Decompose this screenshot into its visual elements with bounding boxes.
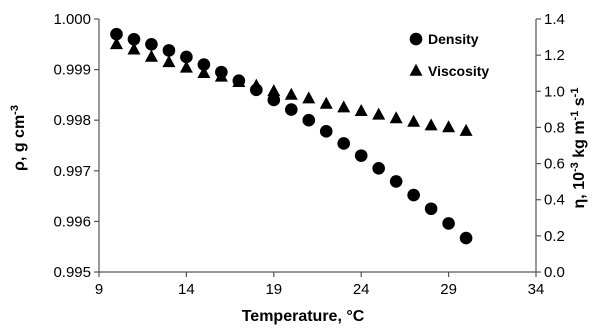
x-tick-labels: 9 14 19 24 29 34 <box>95 281 545 298</box>
right-y-tick-label: 1.2 <box>544 47 565 64</box>
viscosity-point <box>249 78 263 91</box>
viscosity-point <box>232 75 246 88</box>
density-point <box>337 137 351 150</box>
density-point <box>110 27 123 41</box>
density-point <box>389 175 403 188</box>
viscosity-point <box>162 55 176 68</box>
viscosity-point <box>389 111 403 124</box>
density-point <box>407 188 420 202</box>
density-point <box>372 161 385 175</box>
density-point <box>127 32 141 46</box>
density-point <box>267 93 281 107</box>
viscosity-point <box>459 123 473 136</box>
viscosity-point <box>407 114 421 127</box>
x-tick-label: 9 <box>95 281 103 298</box>
left-tick-labels: 0.995 0.996 0.997 0.998 0.999 1.000 <box>53 11 91 281</box>
left-y-tick-label: 0.995 <box>53 264 91 281</box>
viscosity-point <box>109 37 123 50</box>
left-y-tick-label: 0.997 <box>53 163 91 180</box>
density-point <box>442 217 455 230</box>
left-y-axis-title: ρ, g cm-3 <box>9 105 28 171</box>
viscosity-point <box>372 107 386 120</box>
right-y-tick-label: 1.0 <box>544 83 565 100</box>
x-tick-label: 14 <box>178 281 195 298</box>
viscosity-point <box>302 91 316 104</box>
left-y-tick-label: 1.000 <box>53 11 91 28</box>
density-point <box>302 113 316 127</box>
left-y-tick-label: 0.998 <box>53 112 91 129</box>
viscosity-point <box>267 84 281 97</box>
left-y-tick-label: 0.999 <box>53 62 91 79</box>
density-point <box>197 58 211 71</box>
legend: Density Viscosity <box>409 31 489 79</box>
viscosity-point <box>214 69 228 82</box>
right-y-axis-title: η, 10-3 kg m-1 s-1 <box>569 88 588 209</box>
density-point <box>319 125 333 138</box>
legend-viscosity-marker <box>409 63 423 76</box>
right-y-tick-label: 1.4 <box>544 11 565 28</box>
legend-label: Density <box>428 31 479 47</box>
right-y-tick-label: 0.8 <box>544 119 565 136</box>
x-tick-label: 24 <box>353 281 370 298</box>
right-y-tick-label: 0.2 <box>544 228 565 245</box>
x-tick-label: 19 <box>265 281 282 298</box>
density-point <box>145 38 158 51</box>
viscosity-point <box>424 118 438 131</box>
viscosity-point <box>337 100 351 113</box>
x-axis-title: Temperature, °C <box>242 308 365 325</box>
right-y-tick-label: 0.6 <box>544 156 565 173</box>
legend-label: Viscosity <box>428 63 489 79</box>
density-point <box>424 202 438 216</box>
viscosity-point <box>197 66 211 79</box>
legend-density-marker <box>409 32 423 46</box>
data-marks <box>109 27 473 245</box>
viscosity-point <box>144 49 158 62</box>
density-point <box>180 50 193 64</box>
viscosity-point <box>319 96 333 109</box>
viscosity-point <box>284 87 298 100</box>
viscosity-point <box>354 103 368 116</box>
x-tick-label: 34 <box>528 281 545 298</box>
left-y-tick-label: 0.996 <box>53 213 91 230</box>
viscosity-point <box>127 42 141 55</box>
density-point <box>459 231 473 245</box>
density-point <box>162 44 176 57</box>
axes <box>98 19 537 273</box>
density-point <box>284 103 298 116</box>
density-point <box>354 149 368 162</box>
right-y-tick-label: 0.4 <box>544 192 565 209</box>
viscosity-point <box>442 120 456 133</box>
ticks <box>94 18 541 277</box>
right-y-tick-label: 0.0 <box>544 264 565 281</box>
right-tick-labels: 0.0 0.2 0.4 0.6 0.8 1.0 1.2 1.4 <box>544 11 565 281</box>
viscosity-point <box>179 60 193 73</box>
x-tick-label: 29 <box>440 281 457 298</box>
